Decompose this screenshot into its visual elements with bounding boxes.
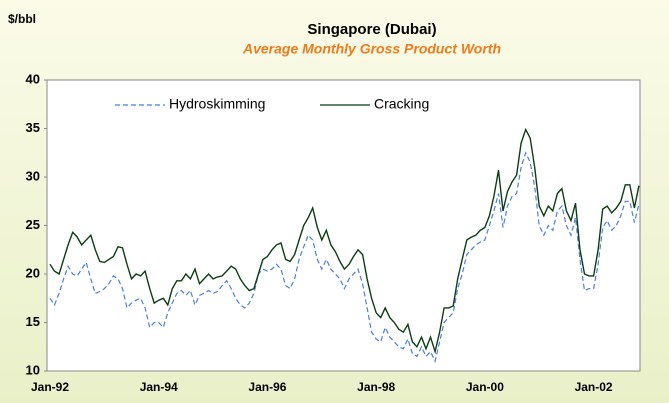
x-tick-label: Jan-02 [575,380,613,394]
legend-label: Hydroskimming [169,96,265,112]
y-tick-label: 10 [26,362,40,377]
y-axis-label: $/bbl [8,12,36,26]
y-tick-label: 25 [26,217,40,232]
y-tick-label: 20 [26,265,40,280]
plot-area [46,79,641,372]
y-tick-label: 35 [26,120,40,135]
y-tick-label: 15 [26,314,40,329]
x-tick-label: Jan-92 [31,380,69,394]
x-tick-label: Jan-94 [140,380,178,394]
chart-subtitle: Average Monthly Gross Product Worth [242,41,501,57]
x-tick-label: Jan-98 [357,380,395,394]
series-line [49,127,640,355]
y-tick-label: 30 [26,168,40,183]
x-tick-label: Jan-00 [466,380,504,394]
x-tick-label: Jan-96 [248,380,286,394]
y-tick-label: 40 [26,71,40,86]
series-line [49,151,640,364]
legend-label: Cracking [374,96,429,112]
chart-title: Singapore (Dubai) [307,21,436,38]
